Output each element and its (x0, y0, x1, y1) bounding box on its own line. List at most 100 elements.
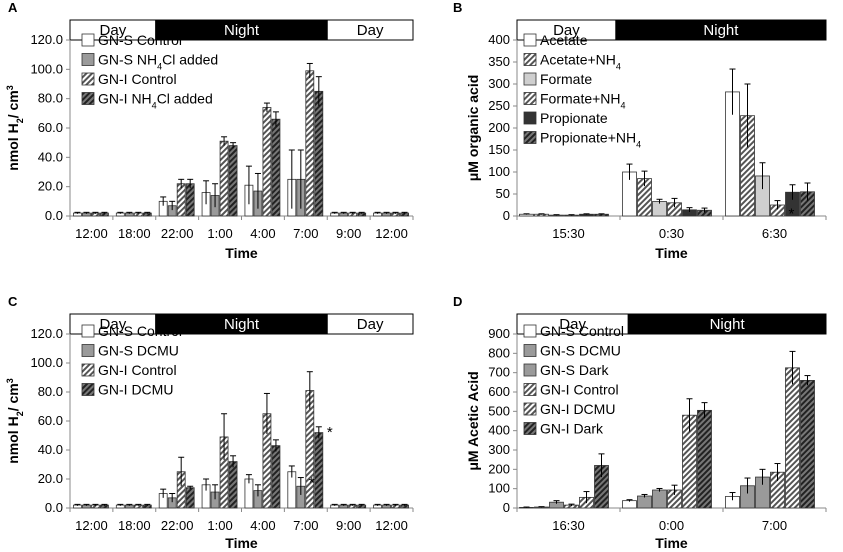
y-tick-label: 0.0 (45, 208, 63, 223)
daynight-segment-day (326, 313, 414, 335)
daynight-label: Day (100, 22, 127, 39)
y-axis-title: μM organic acid (465, 75, 481, 182)
legend-label: GN-S Control (98, 32, 182, 48)
y-tick-label: 20.0 (38, 179, 63, 194)
x-axis-title: Time (225, 535, 258, 551)
bar (176, 183, 186, 217)
y-tick-label: 200 (488, 120, 510, 135)
bar (185, 487, 195, 509)
legend-swatch (523, 33, 537, 47)
legend-swatch (523, 131, 537, 144)
y-axis-title: μM Acetic Acid (465, 371, 481, 470)
y-tick-label: 100.0 (30, 355, 63, 370)
x-tick-label: 0:30 (659, 226, 684, 241)
daynight-segment-night (615, 19, 827, 41)
y-tick-label: 900 (488, 326, 510, 341)
y-tick-label: 100 (488, 481, 510, 496)
x-tick-label: 9:00 (336, 518, 361, 533)
x-tick-label: 22:00 (161, 518, 194, 533)
x-tick-label: 12:00 (75, 226, 108, 241)
bar (314, 90, 324, 217)
chart-panel-c: C Day Night Day 0.0 20.0 40.0 60.0 80.0 100.0 120.… (5, 294, 414, 551)
bar (800, 379, 815, 509)
chart-panel-b: B Day Night 0 50 100 150 200 250 300 350 400 15:30 0:… (453, 0, 827, 261)
x-tick-label: 18:00 (118, 226, 151, 241)
bar (622, 500, 637, 509)
significance-star: * (789, 206, 795, 223)
y-tick-label: 120.0 (30, 32, 63, 47)
bar (305, 70, 315, 217)
legend-swatch (523, 72, 537, 86)
legend-swatch (81, 92, 95, 105)
x-axis-title: Time (655, 245, 688, 261)
y-tick-label: 800 (488, 345, 510, 360)
x-axis-title: Time (225, 245, 258, 261)
legend-swatch (81, 383, 95, 396)
bar (228, 461, 238, 509)
x-tick-label: 22:00 (161, 226, 194, 241)
y-tick-label: 0 (503, 208, 510, 223)
y-tick-label: 300 (488, 442, 510, 457)
y-tick-label: 100.0 (30, 61, 63, 76)
bar (314, 432, 324, 509)
y-tick-label: 60.0 (38, 413, 63, 428)
legend-label: Propionate+NH4 (540, 130, 641, 150)
bar (219, 140, 229, 217)
legend-label: GN-S Dark (540, 362, 609, 378)
legend-label: GN-I DCMU (540, 401, 615, 417)
y-tick-label: 400 (488, 423, 510, 438)
legend-swatch (523, 111, 537, 125)
bar (652, 489, 667, 509)
daynight-label: Day (357, 316, 384, 333)
chart-panel-d: D Day Night 0 100 200 300 400 500 600 700 800 900 16:… (453, 294, 827, 551)
y-tick-label: 0.0 (45, 500, 63, 515)
daynight-label: Night (703, 22, 739, 39)
x-tick-label: 12:00 (75, 518, 108, 533)
legend-swatch (523, 344, 537, 357)
legend-label: GN-I DCMU (98, 382, 173, 398)
y-tick-label: 50 (496, 186, 510, 201)
daynight-label: Day (559, 316, 586, 333)
y-tick-label: 80.0 (38, 91, 63, 106)
legend-swatch (523, 53, 537, 66)
bar (228, 145, 238, 217)
legend-swatch (523, 402, 537, 416)
daynight-label: Day (357, 22, 384, 39)
legend-label: Acetate (540, 32, 588, 48)
x-axis-title: Time (655, 535, 688, 551)
panel-letter: D (453, 294, 462, 309)
bar (271, 118, 281, 217)
daynight-bar: Day Night (516, 313, 827, 335)
legend-swatch (81, 53, 95, 66)
bar (785, 367, 800, 509)
significance-star: * (327, 424, 333, 441)
y-tick-label: 300 (488, 76, 510, 91)
legend-label: GN-I Control (98, 71, 177, 87)
x-tick-label: 16:30 (552, 518, 585, 533)
y-tick-label: 600 (488, 384, 510, 399)
x-tick-label: 12:00 (375, 518, 408, 533)
y-axis-title: nmol H2/ cm3 (5, 85, 25, 171)
x-tick-label: 12:00 (375, 226, 408, 241)
x-tick-label: 7:00 (293, 226, 318, 241)
legend-label: GN-I Control (98, 362, 177, 378)
bar (637, 495, 652, 509)
legend-label: Propionate (540, 110, 608, 126)
y-tick-label: 250 (488, 98, 510, 113)
x-tick-label: 15:30 (552, 226, 585, 241)
legend-label: GN-S NH4Cl added (98, 52, 218, 72)
daynight-label: Day (100, 316, 127, 333)
legend-swatch (81, 324, 95, 338)
daynight-bar: Day Night Day (69, 313, 414, 335)
legend-label: GN-I NH4Cl added (98, 91, 213, 111)
legend-label: GN-I Dark (540, 421, 604, 437)
bar (271, 445, 281, 509)
y-tick-label: 700 (488, 365, 510, 380)
y-tick-label: 200 (488, 461, 510, 476)
panel-letter: C (8, 294, 18, 309)
x-tick-label: 4:00 (250, 226, 275, 241)
chart-panel-a: A Day Night Day 0.0 20.0 40.0 60.0 80.0 100.0 120.… (5, 0, 414, 261)
legend-label: GN-S DCMU (540, 343, 621, 359)
